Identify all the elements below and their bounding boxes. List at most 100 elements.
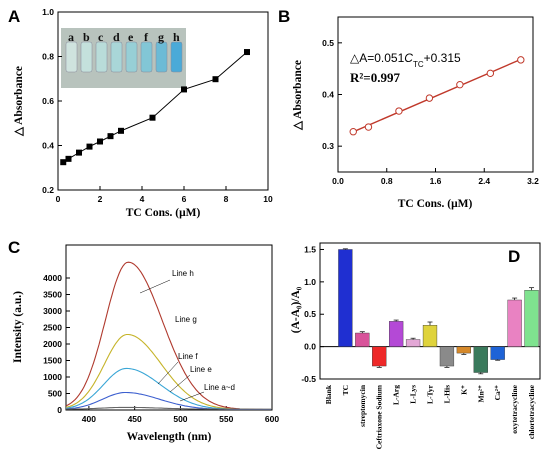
panel-b-data-point	[517, 56, 525, 64]
panel-b-ytick-label: 0.4	[322, 90, 334, 100]
panel-c-xtick-label: 400	[82, 414, 96, 424]
panel-d-chart: (A-A₀)/A₀ -0.5 0.0 0.5 1.0 1.5 Blank TC strepto…	[290, 242, 541, 449]
vial-d	[110, 41, 123, 73]
panel-d-bar	[473, 346, 488, 373]
panel-d-bar	[439, 346, 455, 367]
panel-b-data-point	[364, 123, 373, 131]
panel-a-xtick-label: 6	[182, 194, 187, 204]
panel-a-data-point	[181, 86, 187, 93]
panel-d-bar	[355, 332, 370, 347]
panel-a-data-point	[149, 114, 156, 121]
panel-d-ylabel: (A-A₀)/A₀	[290, 286, 302, 333]
equation-sub: TC	[413, 60, 424, 69]
panel-d-ytick-label: 1.0	[304, 277, 316, 287]
vial-g	[155, 41, 168, 73]
panel-c-ylabel: Intensity (a.u.)	[12, 291, 24, 363]
panel-c-series-label: Line a~d	[204, 383, 235, 392]
panel-c-series-1	[65, 333, 272, 411]
panel-letter-a: A	[8, 7, 20, 26]
panel-c-ytick-label: 2000	[43, 339, 62, 349]
panel-d-bar	[507, 299, 522, 347]
panel-d-bar	[405, 339, 421, 347]
panel-d-category-label: Blank	[324, 384, 333, 404]
panel-a-xtick-label: 0	[56, 194, 61, 204]
panel-c-ytick-label: 2500	[43, 323, 62, 333]
panel-d-ytick-label: 0.5	[304, 309, 316, 319]
panel-c-series-label: Line g	[175, 315, 197, 324]
panel-c-xtick-label: 500	[173, 414, 187, 424]
panel-d-frame	[319, 242, 541, 380]
panel-b-data-point	[425, 94, 434, 102]
panel-a-data-point	[86, 143, 93, 150]
panel-a-xtick-label: 8	[224, 194, 229, 204]
vial-label-b: b	[83, 30, 90, 44]
panel-c-ytick-label: 3500	[43, 290, 62, 300]
panel-c-ytick-label: 1500	[43, 356, 62, 366]
panel-b-data-point	[395, 107, 403, 115]
panel-a-data-point	[76, 149, 82, 156]
panel-c-label-leader	[179, 391, 205, 402]
vial-label-g: g	[158, 30, 164, 44]
panel-b-r2: R²=0.997	[350, 70, 400, 85]
panel-c-label-leader	[139, 279, 171, 294]
panel-d-ytick-label: 0.0	[304, 342, 316, 352]
panel-d-bar	[456, 346, 471, 354]
panel-letter-d: D	[508, 247, 520, 266]
panel-a-ytick-label: 0.4	[42, 141, 54, 151]
panel-b-data-point	[456, 80, 464, 89]
vial-c	[95, 41, 108, 73]
vial-a	[65, 41, 78, 73]
panel-b-ylabel: △ Absorbance	[292, 60, 304, 131]
panel-d-category-label: oxytetracycline	[510, 384, 519, 433]
vial-label-d: d	[113, 30, 120, 44]
vial-label-a: a	[68, 30, 74, 44]
panel-d-category-label: K⁺	[459, 385, 468, 395]
panel-c-xtick-label: 450	[128, 414, 142, 424]
panel-a-data-point	[118, 127, 124, 134]
panel-d-category-label: L-Arg	[392, 385, 401, 405]
panel-d-category-label: Ca²⁺	[493, 385, 502, 400]
vial-label-f: f	[144, 30, 149, 44]
panel-b-data-point	[349, 128, 357, 136]
panel-c-ytick-label: 1000	[43, 372, 62, 382]
panel-c-ytick-label: 500	[48, 389, 62, 399]
panel-c-xtick-label: 550	[219, 414, 233, 424]
panel-a-data-point	[107, 133, 114, 140]
panel-a-data-point	[65, 155, 72, 162]
panel-a-chart: a b c d e f g h TC Cons. (μM) △ Absorban…	[13, 7, 273, 219]
panel-c-xlabel: Wavelength (nm)	[127, 431, 212, 443]
panel-c-series-label: Line f	[178, 352, 198, 361]
panel-d-category-label: L-His	[442, 385, 451, 403]
panel-b-xtick-label: 0.0	[332, 176, 344, 186]
panel-c-series-label: Line e	[190, 365, 212, 374]
panel-c-series-4	[66, 406, 272, 410]
panel-a-data-point	[212, 76, 219, 83]
panel-a-ytick-label: 0.2	[42, 185, 54, 195]
panel-d-bar	[422, 325, 438, 347]
panel-b-ytick-label: 0.3	[322, 141, 334, 151]
vial-inset: a b c d e f g h	[61, 28, 186, 88]
panel-b-xtick-label: 1.6	[430, 176, 442, 186]
panel-a-data-point	[60, 159, 67, 166]
panel-a-ytick-label: 1.0	[42, 7, 54, 17]
panel-a-xlabel: TC Cons. (μM)	[126, 207, 201, 219]
panel-d-ytick-label: 1.5	[304, 244, 316, 254]
panel-d-bar	[338, 249, 353, 347]
panel-a-data-point	[97, 138, 103, 145]
panel-d-bar	[490, 346, 505, 360]
panel-b-ytick-label: 0.5	[322, 38, 334, 48]
panel-c-label-leader	[157, 361, 179, 385]
vial-label-e: e	[128, 30, 134, 44]
panel-d-bar	[372, 346, 387, 367]
equation-suffix: +0.315	[424, 51, 461, 65]
vial-f	[140, 41, 153, 73]
vial-label-c: c	[98, 30, 104, 44]
panel-c-label-leader	[169, 374, 191, 393]
panel-c-series-3	[65, 391, 272, 411]
panel-c-chart: Wavelength (nm) Intensity (a.u.) 400 450 5…	[12, 244, 279, 443]
panel-c-frame	[65, 244, 273, 411]
panel-a-xtick-label: 4	[140, 194, 145, 204]
panel-b-xlabel: TC Cons. (μM)	[398, 198, 473, 210]
panel-letter-c: C	[8, 238, 20, 257]
vial-b	[80, 41, 93, 73]
